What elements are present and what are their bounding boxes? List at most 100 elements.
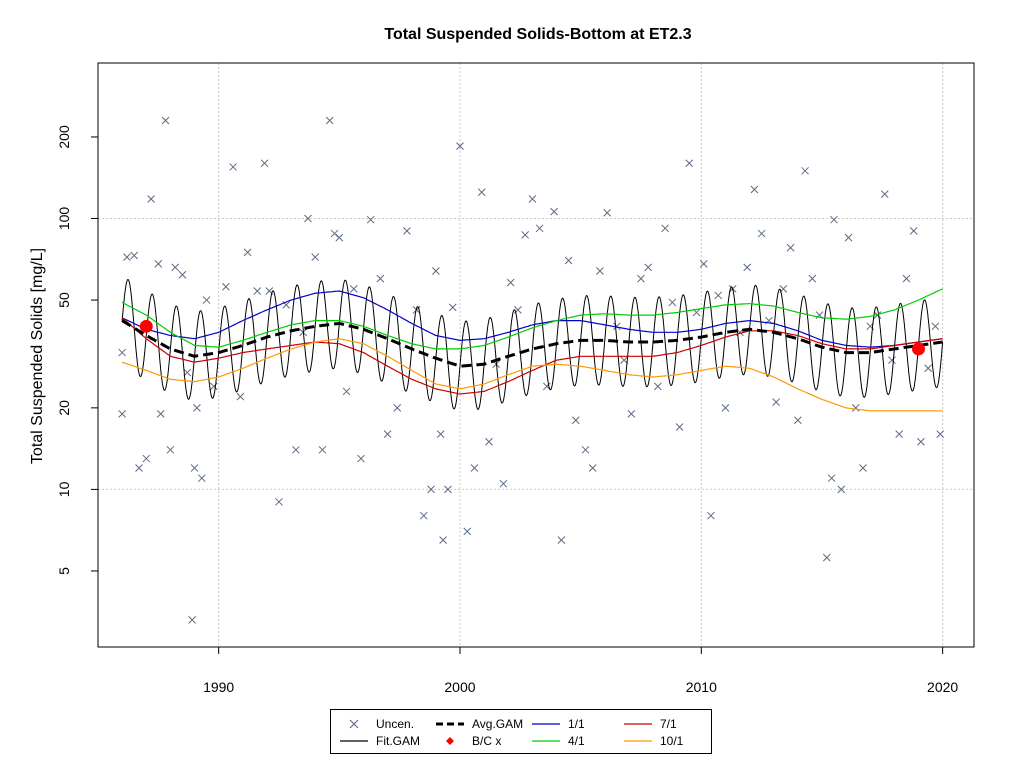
uncen-point	[311, 253, 320, 262]
y-tick-label: 20	[56, 400, 72, 416]
uncen-point	[439, 536, 447, 544]
uncen-point	[924, 364, 933, 373]
uncen-point	[786, 243, 795, 252]
grid	[98, 63, 974, 647]
uncen-point	[827, 474, 836, 483]
uncen-point	[342, 387, 351, 396]
uncen-point	[304, 214, 312, 223]
uncen-point	[229, 163, 237, 171]
uncen-point	[714, 291, 723, 300]
uncen-point	[644, 263, 653, 272]
uncen-point	[477, 188, 486, 197]
uncen-point	[822, 553, 831, 562]
uncen-point	[292, 445, 300, 454]
uncen-point	[431, 267, 440, 275]
legend: Uncen. Fit.GAM Avg.GAM B/C x 1/1 4/1 7	[330, 709, 712, 754]
uncen-point	[801, 166, 809, 175]
uncen-point	[750, 185, 759, 194]
uncen-point	[243, 248, 252, 257]
legend-key-10-1	[624, 740, 652, 742]
uncen-point	[393, 404, 402, 412]
legend-item-bc: B/C x	[433, 733, 501, 749]
y-axis-label: Total Suspended Solids [mg/L]	[29, 248, 46, 464]
uncen-point	[456, 142, 464, 150]
uncen-point	[335, 233, 344, 242]
uncen-point	[183, 368, 192, 377]
uncen-point	[118, 348, 126, 357]
uncen-point	[588, 464, 597, 472]
y-tick-label: 10	[56, 481, 72, 497]
plot-frame	[97, 62, 975, 648]
uncen-point	[222, 282, 230, 291]
uncen-point	[330, 229, 339, 238]
legend-label: Uncen.	[376, 717, 415, 731]
uncen-point	[668, 298, 677, 307]
uncen-point	[470, 464, 479, 472]
uncen-point	[936, 430, 945, 438]
uncen-point	[793, 416, 802, 425]
uncen-point	[581, 445, 590, 454]
line-4-1	[121, 288, 943, 350]
legend-label: 4/1	[568, 734, 585, 748]
line-1-1	[121, 290, 943, 348]
uncen-point	[130, 251, 139, 260]
uncen-point	[675, 423, 684, 431]
uncen-point	[637, 274, 645, 283]
line-7-1	[121, 317, 943, 395]
uncen-point	[880, 190, 889, 199]
legend-label: 1/1	[568, 717, 585, 731]
x-tick-label: 2010	[686, 679, 717, 695]
uncen-point	[419, 511, 428, 520]
uncen-point	[699, 260, 708, 268]
uncen-point	[366, 215, 375, 224]
legend-key-7-1	[624, 723, 652, 725]
uncen-point	[909, 227, 918, 235]
uncen-point	[166, 445, 175, 454]
uncen-point	[902, 274, 911, 283]
uncen-point	[275, 497, 283, 506]
uncen-point	[571, 416, 580, 425]
uncen-point	[743, 263, 752, 272]
uncen-point	[197, 474, 206, 483]
uncen-point	[830, 215, 838, 224]
uncen-point	[171, 263, 180, 272]
avg-gam-line	[121, 319, 943, 368]
series	[118, 116, 945, 624]
chart-title: Total Suspended Solids-Bottom at ET2.3	[384, 26, 691, 43]
uncen-point	[620, 356, 628, 365]
uncen-point	[685, 159, 694, 168]
uncen-point	[550, 207, 558, 216]
uncen-point	[209, 382, 218, 391]
uncen-point	[161, 116, 170, 125]
legend-key-bc	[446, 737, 454, 745]
uncen-point	[325, 116, 334, 125]
legend-key-4-1	[532, 740, 560, 742]
legend-key-fit-gam	[340, 740, 368, 742]
uncen-point	[931, 322, 940, 331]
y-tick-label: 100	[56, 207, 72, 231]
uncen-point	[260, 159, 269, 168]
uncen-point	[463, 527, 472, 536]
bc-point	[139, 319, 153, 333]
uncen-point	[444, 485, 452, 494]
uncen-point	[851, 404, 860, 412]
line-10-1	[121, 338, 943, 412]
uncen-point	[202, 296, 211, 304]
uncen-point	[135, 464, 143, 472]
legend-label: B/C x	[472, 734, 502, 748]
uncen-point	[383, 430, 392, 438]
uncen-point	[485, 437, 493, 446]
uncen-point	[844, 233, 853, 242]
legend-item-7-1: 7/1	[621, 716, 677, 732]
legend-item-10-1: 10/1	[621, 733, 683, 749]
fit-gam-line	[121, 278, 944, 410]
uncen-point	[147, 195, 155, 203]
uncen-point	[427, 485, 435, 494]
uncen-point	[448, 303, 457, 312]
legend-label: Avg.GAM	[472, 717, 524, 731]
uncen-point	[859, 464, 867, 472]
legend-key-avg-gam	[436, 722, 464, 726]
bc-point	[911, 342, 925, 356]
legend-label: Fit.GAM	[376, 734, 420, 748]
